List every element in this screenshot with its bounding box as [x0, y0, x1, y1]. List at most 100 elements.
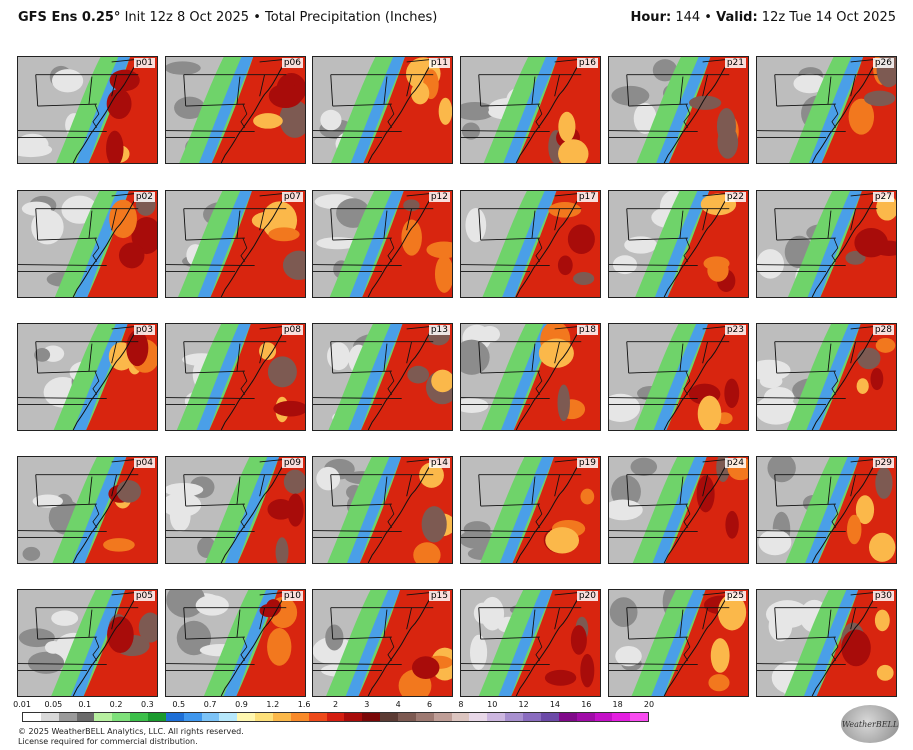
colorbar-swatch	[201, 713, 220, 721]
field-name: Total Precipitation (Inches)	[265, 10, 438, 25]
colorbar-tick-label: 1.2	[266, 700, 280, 709]
ensemble-member-panel: p29	[756, 456, 897, 564]
logo-text: WeatherBELL	[842, 720, 898, 729]
ensemble-member-panel: p13	[312, 323, 453, 431]
colorbar-swatch	[290, 713, 309, 721]
colorbar-swatch	[505, 713, 524, 721]
member-label: p15	[428, 591, 450, 601]
colorbar-swatch	[112, 713, 131, 721]
ensemble-panel-grid: p01 p06 p11 p16 p21 p26 p02 p07 p12 p17 p22 p27 p03 p…	[17, 56, 897, 698]
member-label: p04	[133, 458, 155, 468]
member-label: p23	[724, 325, 746, 335]
precip-map	[757, 324, 896, 430]
precip-map	[313, 324, 452, 430]
colorbar-swatch	[219, 713, 238, 721]
colorbar-swatch	[433, 713, 452, 721]
member-label: p10	[281, 591, 303, 601]
ensemble-member-panel: p14	[312, 456, 453, 564]
precip-map	[609, 57, 748, 163]
precip-map	[461, 191, 600, 297]
colorbar-tick-label: 16	[581, 700, 592, 709]
colorbar-swatch	[23, 713, 41, 721]
member-label: p26	[872, 58, 894, 68]
ensemble-member-panel: p10	[165, 589, 306, 697]
valid-info: Hour: 144 • Valid: 12z Tue 14 Oct 2025	[631, 10, 897, 25]
ensemble-member-panel: p28	[756, 323, 897, 431]
ensemble-member-panel: p11	[312, 56, 453, 164]
colorbar-swatch	[612, 713, 631, 721]
member-label: p05	[133, 591, 155, 601]
precip-map	[313, 191, 452, 297]
title-separator: •	[253, 10, 261, 25]
precip-map	[609, 457, 748, 563]
colorbar-swatch	[237, 713, 256, 721]
colorbar-tick-label: 1.6	[297, 700, 311, 709]
member-label: p19	[576, 458, 598, 468]
colorbar-swatch	[451, 713, 470, 721]
hour-value: 144	[675, 10, 701, 25]
colorbar-tick-label: 6	[427, 700, 433, 709]
colorbar-ticks: 0.01 0.05 0.1 0.2 0.3 0.5 0.7 0.9 1.2 1.6 2 3 4 6 8 10 1…	[13, 700, 654, 710]
colorbar-swatch	[523, 713, 541, 721]
colorbar-swatch	[415, 713, 434, 721]
member-label: p07	[281, 192, 303, 202]
member-label: p27	[872, 192, 894, 202]
member-label: p02	[133, 192, 155, 202]
precip-map	[461, 590, 600, 696]
member-label: p20	[576, 591, 598, 601]
ensemble-member-panel: p03	[17, 323, 158, 431]
colorbar-swatch	[326, 713, 345, 721]
colorbar-tick-label: 14	[549, 700, 561, 709]
colorbar-tick-label: 0.7	[203, 700, 217, 709]
colorbar-tick-label: 10	[487, 700, 498, 709]
colorbar-swatch	[630, 713, 649, 721]
colorbar-swatch	[58, 713, 77, 721]
colorbar-tick-label: 0.05	[44, 700, 63, 709]
precip-map	[609, 191, 748, 297]
precip-map	[18, 57, 157, 163]
member-label: p30	[872, 591, 894, 601]
ensemble-member-panel: p04	[17, 456, 158, 564]
valid-label: Valid:	[716, 10, 758, 25]
ensemble-member-panel: p07	[165, 190, 306, 298]
ensemble-member-panel: p21	[608, 56, 749, 164]
member-label: p22	[724, 192, 746, 202]
member-label: p28	[872, 325, 894, 335]
precip-map	[461, 324, 600, 430]
ensemble-member-panel: p17	[460, 190, 601, 298]
colorbar-swatch	[594, 713, 613, 721]
colorbar-tick-label: 8	[458, 700, 464, 709]
ensemble-member-panel: p20	[460, 589, 601, 697]
colorbar-swatch	[380, 713, 399, 721]
colorbar-swatch	[40, 713, 59, 721]
colorbar-tick-label: 2	[332, 700, 339, 709]
colorbar-tick-label: 4	[395, 700, 401, 709]
precip-map	[609, 590, 748, 696]
member-label: p12	[428, 192, 450, 202]
colorbar-swatch	[130, 713, 149, 721]
precip-map	[18, 457, 157, 563]
precip-colorbar	[22, 712, 649, 722]
member-label: p29	[872, 458, 894, 468]
ensemble-member-panel: p22	[608, 190, 749, 298]
member-label: p13	[428, 325, 450, 335]
precip-map	[313, 590, 452, 696]
ensemble-member-panel: p06	[165, 56, 306, 164]
ensemble-member-panel: p18	[460, 323, 601, 431]
weatherbell-logo: WeatherBELL	[841, 705, 899, 743]
precip-map	[18, 191, 157, 297]
colorbar-swatch	[148, 713, 166, 721]
precip-map	[757, 457, 896, 563]
ensemble-member-panel: p02	[17, 190, 158, 298]
member-label: p17	[576, 192, 598, 202]
precip-map	[166, 191, 305, 297]
colorbar-swatch	[308, 713, 327, 721]
precip-map	[18, 324, 157, 430]
colorbar-swatch	[362, 713, 381, 721]
precip-map	[757, 57, 896, 163]
colorbar-tick-label: 0.01	[13, 700, 31, 709]
valid-value: 12z Tue 14 Oct 2025	[761, 10, 896, 25]
colorbar-tick-label: 0.9	[235, 700, 248, 709]
colorbar-swatch	[273, 713, 291, 721]
ensemble-member-panel: p12	[312, 190, 453, 298]
